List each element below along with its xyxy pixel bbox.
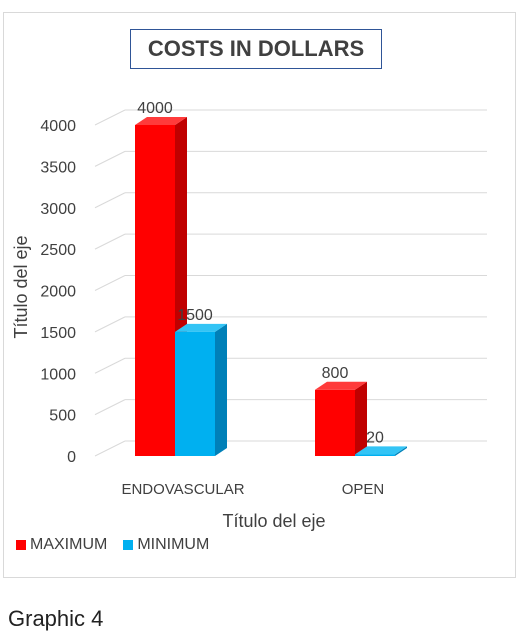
gridline-diagonal [94,440,126,457]
y-tick-label: 3500 [40,159,76,176]
bar-top [135,117,187,125]
gridline-diagonal [94,233,126,250]
x-axis-title: Título del eje [222,511,325,531]
legend-swatch-minimum [123,540,134,550]
gridline-diagonal [94,275,126,291]
y-tick-label: 2500 [40,242,76,259]
legend-label-maximum: MAXIMUM [30,536,108,553]
data-labels: 4000 1500 800 20 [137,100,384,446]
data-label: 20 [366,429,384,446]
y-tick-label: 2000 [40,284,76,301]
bar [355,454,395,456]
y-tick-label: 4000 [40,118,76,135]
data-label: 800 [322,365,349,382]
legend-swatch-maximum [16,540,26,550]
gridline-diagonal [94,109,126,126]
gridline-diagonal [94,399,126,416]
bar-top [315,381,367,390]
y-tick-label: 1000 [40,366,76,383]
y-tick-label: 1500 [40,325,76,342]
bar [135,125,175,456]
gridline-diagonal [94,316,126,333]
gridline-diagonal [94,192,126,209]
bar-side [215,323,227,456]
data-label: 1500 [177,307,213,324]
y-axis-title: Título del eje [11,235,31,338]
y-tick-label: 0 [67,449,76,466]
legend-label-minimum: MINIMUM [137,536,210,553]
y-tick-label: 500 [49,408,76,425]
bar-side [395,446,407,456]
y-tick-labels: 0 500 1000 1500 2000 2500 3000 3500 4000 [40,118,76,466]
bar-top [175,323,227,332]
legend-item-minimum: MINIMUM [123,536,209,554]
chart-frame [3,12,516,578]
legend-item-maximum: MAXIMUM [16,536,107,554]
x-tick-label: OPEN [342,481,385,498]
bars [135,117,407,456]
data-label: 4000 [137,100,173,117]
bar-side [355,381,367,456]
gridline-diagonal [94,357,126,374]
x-tick-label: ENDOVASCULAR [121,481,244,498]
legend: MAXIMUM MINIMUM [16,536,225,554]
y-tick-label: 3000 [40,201,76,218]
bar-top [355,446,407,455]
x-tick-labels: ENDOVASCULAR OPEN [121,481,384,498]
bar [175,331,215,456]
bar [315,389,355,456]
figure-caption: Graphic 4 [8,606,104,631]
chart-title: COSTS IN DOLLARS [130,29,382,69]
gridline-diagonal [94,150,126,167]
